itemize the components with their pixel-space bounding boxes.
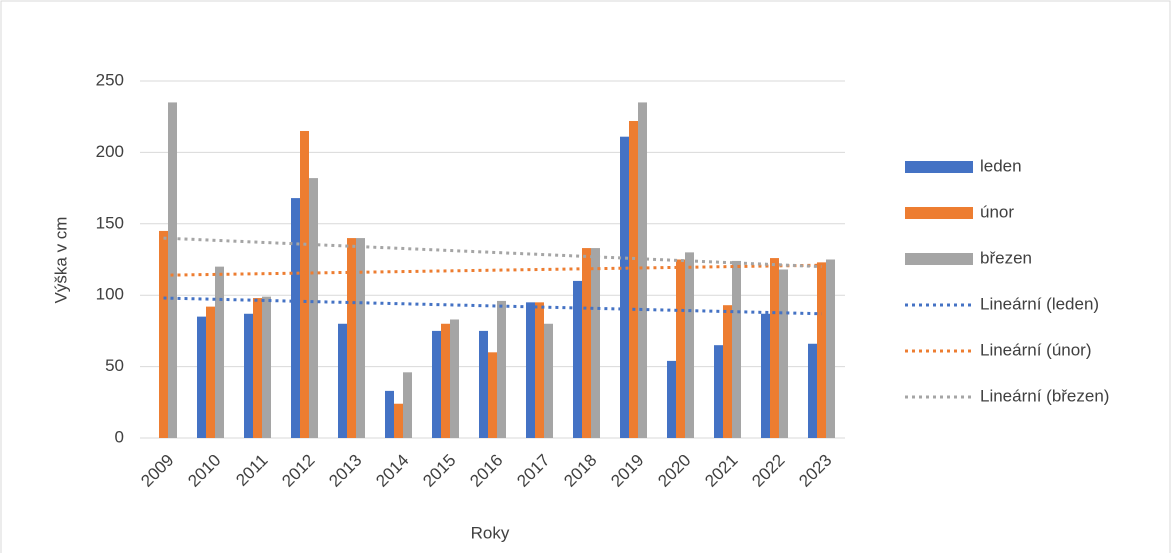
y-tick-label: 0	[115, 427, 124, 446]
trend-line	[163, 236, 822, 269]
bar	[206, 306, 215, 438]
bar	[300, 130, 309, 439]
bar	[497, 300, 506, 438]
bar	[215, 266, 224, 438]
bar	[488, 352, 497, 438]
x-axis-label: Roky	[471, 523, 510, 542]
bar	[629, 120, 638, 438]
bar	[723, 305, 732, 438]
bar	[403, 372, 412, 438]
trend-line	[163, 296, 822, 316]
bar	[676, 259, 685, 438]
bar	[591, 248, 600, 438]
legend-swatch	[905, 161, 973, 173]
legend-label: březen	[980, 248, 1032, 267]
bar	[347, 238, 356, 438]
legend-swatch	[905, 253, 973, 265]
y-tick-label: 100	[96, 285, 124, 304]
bar	[262, 296, 271, 438]
bar	[338, 323, 347, 438]
legend-label: Lineární (únor)	[980, 340, 1092, 359]
bar	[356, 238, 365, 438]
bar	[432, 330, 441, 438]
bar	[197, 316, 206, 438]
legend-label: leden	[980, 156, 1022, 175]
bar	[770, 258, 779, 438]
bar	[479, 330, 488, 438]
bar	[638, 102, 647, 439]
legend-swatch	[905, 207, 973, 219]
legend-label: Lineární (březen)	[980, 386, 1109, 405]
legend-label: Lineární (leden)	[980, 294, 1099, 313]
bar	[309, 178, 318, 438]
bar	[441, 323, 450, 438]
bar	[253, 298, 262, 438]
trend-line	[163, 263, 822, 277]
bar	[685, 252, 694, 438]
legend-label: únor	[980, 202, 1014, 221]
bar	[667, 360, 676, 438]
y-tick-label: 150	[96, 213, 124, 232]
bar	[526, 302, 535, 438]
bar	[168, 102, 177, 439]
bar	[291, 198, 300, 438]
y-tick-label: 50	[105, 356, 124, 375]
bar	[714, 345, 723, 438]
bar	[394, 403, 403, 438]
bar	[535, 302, 544, 438]
bar	[544, 323, 553, 438]
bar	[582, 248, 591, 438]
bar	[808, 343, 817, 438]
bar	[779, 269, 788, 438]
bar	[244, 313, 253, 438]
bar	[620, 136, 629, 438]
y-axis-label: Výška v cm	[51, 217, 70, 304]
y-tick-label: 200	[96, 142, 124, 161]
bar	[732, 260, 741, 438]
bar	[761, 313, 770, 438]
bar	[159, 230, 168, 438]
bar	[817, 262, 826, 438]
bar	[385, 390, 394, 438]
y-tick-label: 250	[96, 70, 124, 89]
bar	[450, 319, 459, 438]
bar	[573, 280, 582, 438]
bar	[826, 259, 835, 438]
